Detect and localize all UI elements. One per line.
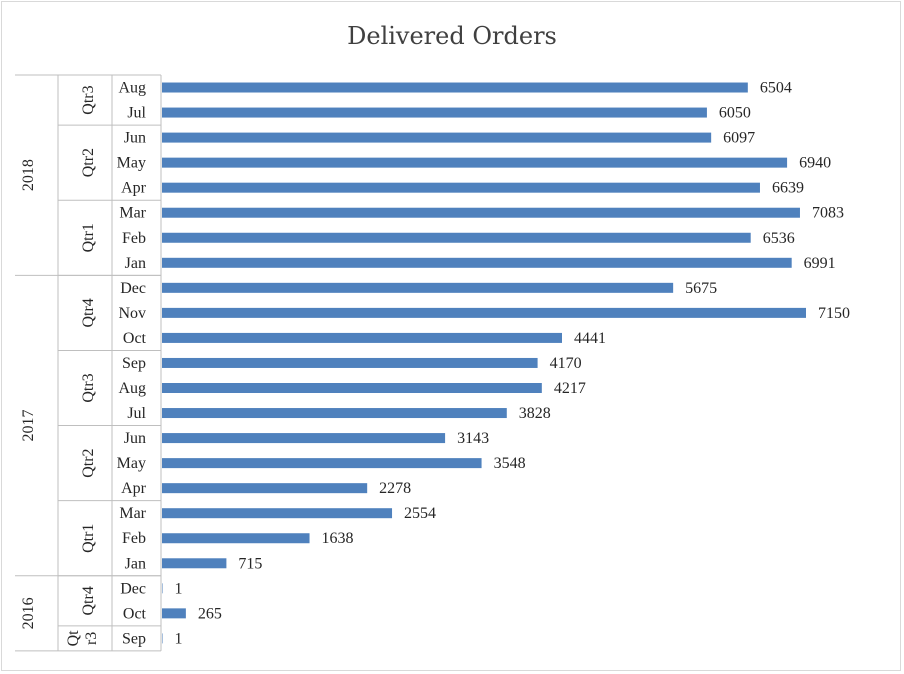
bar-2017-jan <box>162 558 227 569</box>
data-label: 5675 <box>685 280 717 297</box>
month-label: Jun <box>124 130 146 147</box>
quarter-label: Qt <box>65 630 82 647</box>
bar-2017-feb <box>162 533 310 544</box>
bar-2018-jun <box>162 132 712 143</box>
bar-2017-jun <box>162 433 446 444</box>
data-label: 7150 <box>818 305 850 322</box>
month-label: Jul <box>127 405 146 422</box>
bar-2017-apr <box>162 483 368 494</box>
bar-2018-feb <box>162 232 751 243</box>
month-label: Dec <box>120 280 146 297</box>
month-label: Jul <box>127 105 146 122</box>
data-label: 265 <box>198 605 222 622</box>
bar-2018-jul <box>162 107 707 118</box>
quarter-label: Qtr3 <box>80 85 97 114</box>
month-label: Apr <box>121 180 147 197</box>
quarter-label: Qtr2 <box>80 448 97 477</box>
bar-2016-dec <box>162 583 163 594</box>
quarter-label: Qtr3 <box>80 373 97 402</box>
data-label: 2554 <box>404 505 436 522</box>
data-label: 1 <box>175 580 183 597</box>
data-label: 7083 <box>812 205 844 222</box>
data-label: 6050 <box>719 105 751 122</box>
bar-2018-aug <box>162 82 748 93</box>
month-label: Sep <box>122 355 146 372</box>
month-label: Jun <box>124 430 146 447</box>
month-label: Jan <box>125 555 146 572</box>
month-label: Oct <box>123 330 147 347</box>
bar-2016-oct <box>162 608 186 619</box>
quarter-label: Qtr4 <box>80 586 97 615</box>
data-label: 6940 <box>799 155 831 172</box>
data-label: 2278 <box>379 480 411 497</box>
bar-2017-sep <box>162 357 538 368</box>
data-label: 1638 <box>322 530 354 547</box>
bar-2017-aug <box>162 383 542 393</box>
data-label: 3828 <box>519 405 551 422</box>
month-label: Mar <box>119 205 146 222</box>
month-label: Sep <box>122 630 146 647</box>
month-label: Aug <box>118 380 146 397</box>
month-label: May <box>117 455 146 472</box>
month-label: Nov <box>118 305 146 322</box>
bar-2018-mar <box>162 207 800 218</box>
data-label: 6097 <box>723 130 755 147</box>
axis-layer <box>15 74 162 652</box>
month-label: Apr <box>121 480 147 497</box>
quarter-label: Qtr1 <box>80 524 97 553</box>
data-label: 6536 <box>763 230 795 247</box>
bar-2017-may <box>162 458 482 469</box>
data-label: 4170 <box>550 355 582 372</box>
bar-2018-may <box>162 157 788 168</box>
quarter-label: r3 <box>83 632 100 645</box>
year-label: 2017 <box>20 410 37 442</box>
bar-layer <box>162 82 806 644</box>
year-label: 2018 <box>20 159 37 191</box>
quarter-label: Qtr1 <box>80 223 97 252</box>
data-label: 4441 <box>574 330 606 347</box>
year-label: 2016 <box>20 597 37 629</box>
bar-2016-sep <box>162 633 163 644</box>
data-label: 715 <box>238 555 262 572</box>
month-label: Oct <box>123 605 147 622</box>
month-label: Mar <box>119 505 146 522</box>
data-label: 3548 <box>494 455 526 472</box>
bar-2017-jul <box>162 408 507 419</box>
bar-2018-jan <box>162 257 792 268</box>
chart-title: Delivered Orders <box>347 22 557 50</box>
data-label: 3143 <box>457 430 489 447</box>
month-label: Dec <box>120 580 146 597</box>
data-label: 6991 <box>804 255 836 272</box>
bar-2017-dec <box>162 282 674 293</box>
month-label: Aug <box>118 80 146 97</box>
quarter-label: Qtr4 <box>80 298 97 327</box>
data-label: 4217 <box>554 380 586 397</box>
data-label: 6639 <box>772 180 804 197</box>
month-label: Feb <box>122 530 146 547</box>
month-label: May <box>117 155 146 172</box>
bar-2018-apr <box>162 182 760 193</box>
quarter-label: Qtr2 <box>80 148 97 177</box>
month-label: Jan <box>125 255 146 272</box>
label-layer: 6504 Aug 6050 Jul 6097 Jun 6940 May 6639 Apr 7083 M… <box>20 80 850 648</box>
bar-2017-mar <box>162 508 393 519</box>
bar-2017-nov <box>162 307 806 318</box>
data-label: 1 <box>175 630 183 647</box>
bar-2017-oct <box>162 332 563 343</box>
month-label: Feb <box>122 230 146 247</box>
data-label: 6504 <box>760 80 792 97</box>
